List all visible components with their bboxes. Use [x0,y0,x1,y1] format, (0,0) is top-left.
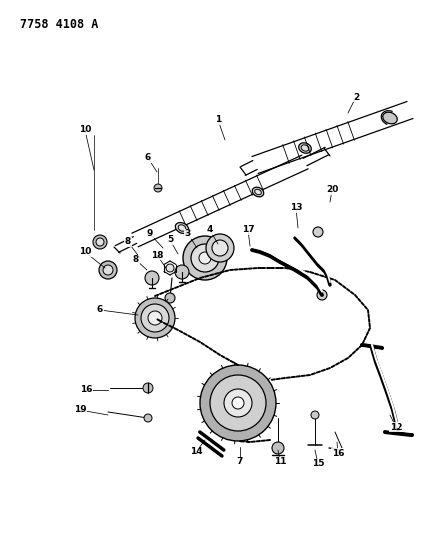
Circle shape [144,414,152,422]
Ellipse shape [175,223,189,233]
Circle shape [93,235,107,249]
Circle shape [212,240,228,256]
Circle shape [272,442,284,454]
Ellipse shape [299,143,311,153]
Circle shape [143,383,153,393]
Text: 16: 16 [332,448,344,457]
Text: 10: 10 [79,125,91,134]
Text: 14: 14 [190,448,202,456]
Ellipse shape [252,187,264,197]
Circle shape [148,311,162,325]
Ellipse shape [178,225,186,231]
Text: 6: 6 [97,305,103,314]
Text: 19: 19 [74,406,86,415]
Text: 7: 7 [237,457,243,466]
Circle shape [232,397,244,409]
Circle shape [165,293,175,303]
Text: 12: 12 [390,423,402,432]
Text: 6: 6 [145,154,151,163]
Ellipse shape [255,189,262,195]
Circle shape [224,389,252,417]
Circle shape [313,227,323,237]
Text: 8: 8 [133,255,139,264]
Text: 17: 17 [242,225,254,235]
Text: 3: 3 [185,230,191,238]
Circle shape [183,236,227,280]
Text: 5: 5 [167,236,173,245]
Circle shape [191,244,219,272]
Circle shape [166,264,174,272]
Circle shape [210,375,266,431]
Circle shape [135,298,175,338]
Ellipse shape [301,145,309,151]
Circle shape [200,365,276,441]
Circle shape [154,184,162,192]
Circle shape [96,238,104,246]
Circle shape [311,411,319,419]
Text: 18: 18 [151,251,163,260]
Text: 9: 9 [147,230,153,238]
Text: 13: 13 [290,204,302,213]
Ellipse shape [383,112,397,124]
Text: 4: 4 [207,225,213,235]
Circle shape [141,304,169,332]
Circle shape [99,261,117,279]
Circle shape [145,271,159,285]
Text: 15: 15 [312,459,324,469]
Text: 7758 4108 A: 7758 4108 A [20,18,98,31]
Circle shape [103,265,113,275]
Text: 16: 16 [80,385,92,394]
Text: 10: 10 [79,247,91,256]
Circle shape [206,234,234,262]
Text: 2: 2 [353,93,359,101]
Text: 1: 1 [215,116,221,125]
Text: 8: 8 [125,238,131,246]
Circle shape [199,252,211,264]
Text: 11: 11 [274,457,286,466]
Circle shape [175,265,189,279]
Text: 20: 20 [326,185,338,195]
Circle shape [317,290,327,300]
